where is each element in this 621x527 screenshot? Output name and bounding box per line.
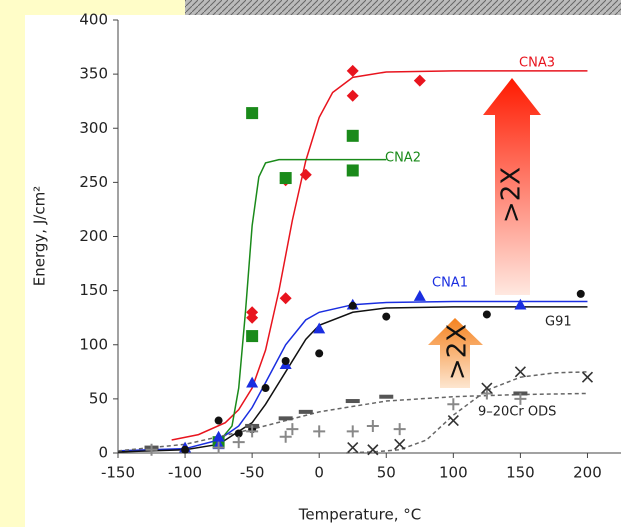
series-label: G91	[545, 315, 572, 330]
point	[346, 425, 359, 438]
plot	[117, 64, 594, 456]
point	[347, 442, 359, 454]
point	[447, 414, 459, 427]
y-tick-label: 300	[79, 119, 108, 137]
point	[279, 292, 292, 305]
point	[514, 392, 527, 405]
y-tick-label: 250	[79, 173, 108, 191]
point	[279, 172, 292, 185]
y-tick-label: 50	[89, 389, 108, 407]
x-tick-label: 50	[377, 464, 396, 482]
fit-curve	[218, 158, 387, 443]
point	[246, 425, 259, 438]
point	[581, 371, 594, 383]
point	[346, 129, 359, 142]
image-strip	[185, 0, 621, 15]
point	[246, 311, 259, 324]
point	[234, 429, 243, 438]
point	[514, 366, 526, 378]
red-arrow	[483, 78, 541, 295]
x-tick-label: -100	[168, 464, 202, 482]
point	[299, 168, 312, 181]
point	[315, 349, 324, 358]
annotation: >2X	[443, 324, 473, 380]
point	[346, 164, 359, 177]
point	[480, 387, 493, 400]
point	[348, 301, 357, 310]
y-tick-label: 100	[79, 335, 108, 353]
point	[482, 310, 491, 319]
point	[298, 409, 313, 414]
point	[379, 394, 394, 399]
point	[261, 384, 270, 393]
point	[281, 356, 290, 365]
point	[212, 430, 225, 442]
point	[246, 376, 259, 388]
point	[212, 441, 225, 454]
point	[366, 419, 379, 432]
point	[413, 290, 426, 301]
point	[481, 382, 493, 394]
point	[576, 289, 585, 298]
point	[246, 107, 259, 120]
point	[145, 443, 158, 456]
point	[382, 312, 391, 321]
point	[346, 64, 359, 77]
series-label: CNA1	[432, 276, 468, 291]
y-axis-title: Energy, J/cm²	[31, 186, 49, 286]
point	[393, 423, 406, 436]
x-tick-label: -50	[240, 464, 265, 482]
point	[394, 438, 406, 450]
point	[279, 430, 292, 443]
point	[246, 330, 259, 343]
point	[214, 416, 223, 425]
point	[278, 416, 293, 421]
y-tick-label: 350	[79, 65, 108, 83]
x-tick-label: -150	[101, 464, 135, 482]
point	[313, 322, 326, 334]
x-tick-label: 0	[314, 464, 324, 482]
x-tick-label: 200	[573, 464, 602, 482]
y-tick-label: 400	[79, 11, 108, 29]
fit-curve	[171, 70, 588, 441]
x-tick-label: 100	[439, 464, 468, 482]
chart-background	[25, 15, 621, 527]
y-tick-label: 200	[79, 227, 108, 245]
point	[346, 89, 359, 102]
fit-curve	[345, 371, 588, 454]
series-label: CNA2	[385, 151, 421, 166]
point	[345, 399, 360, 404]
point	[232, 436, 245, 449]
point	[286, 423, 299, 436]
fit-curve	[117, 392, 588, 452]
point	[367, 444, 379, 456]
x-tick-label: 150	[506, 464, 535, 482]
y-tick-label: 0	[98, 444, 108, 462]
x-axis-title: Temperature, °C	[298, 506, 422, 524]
point	[181, 445, 190, 454]
point	[514, 298, 527, 310]
point	[313, 425, 326, 438]
annotation: >2X	[497, 167, 527, 223]
y-tick-label: 150	[79, 281, 108, 299]
series-label: CNA3	[519, 56, 555, 71]
series-label: 9–20Cr ODS	[478, 405, 556, 420]
point	[447, 398, 460, 411]
orange-arrow	[428, 318, 483, 388]
point	[413, 74, 426, 87]
